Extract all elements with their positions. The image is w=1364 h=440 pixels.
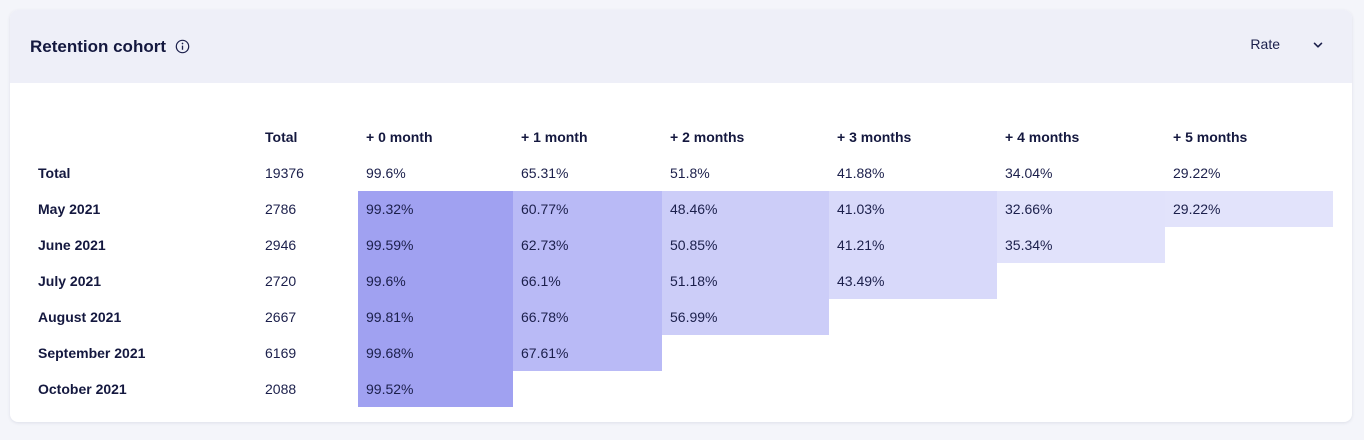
empty-cell [1165, 263, 1333, 299]
retention-cohort-card: Retention cohort Rate Total [10, 10, 1352, 422]
total-row: Total 19376 99.6% 65.31% 51.8% 41.88% 34… [30, 155, 1333, 191]
empty-cell [997, 263, 1165, 299]
empty-cell [662, 371, 829, 407]
column-header-total: Total [265, 129, 298, 145]
cohort-row-label: June 2021 [38, 237, 106, 253]
cohort-row-total: 2786 [265, 201, 297, 217]
card-title: Retention cohort [30, 36, 166, 56]
empty-cell [662, 335, 829, 371]
cohort-row-label: May 2021 [38, 201, 101, 217]
retention-cell: 43.49% [829, 263, 997, 299]
retention-cell: 67.61% [513, 335, 662, 371]
table-row: May 2021 2786 99.32% 60.77% 48.46% 41.03% 32.6… [30, 191, 1333, 227]
info-icon[interactable] [174, 39, 190, 55]
retention-cell: 41.21% [829, 227, 997, 263]
total-row-label: Total [38, 165, 71, 181]
table-row: June 2021 2946 99.59% 62.73% 50.85% 41.21% 35.… [30, 227, 1333, 263]
column-header-label [30, 119, 257, 155]
retention-cell: 99.6% [358, 263, 513, 299]
retention-cell: 35.34% [997, 227, 1165, 263]
card-header: Retention cohort Rate [10, 10, 1352, 83]
retention-cell: 66.1% [513, 263, 662, 299]
empty-cell [997, 335, 1165, 371]
table-row: September 2021 6169 99.68% 67.61% [30, 335, 1333, 371]
total-row-month-4: 34.04% [1005, 165, 1053, 181]
empty-cell [997, 371, 1165, 407]
total-row-month-3: 41.88% [837, 165, 885, 181]
column-header-month-4: + 4 months [1005, 129, 1080, 145]
chevron-down-icon [1312, 38, 1324, 50]
column-header-month-2: + 2 months [670, 129, 745, 145]
empty-cell [829, 371, 997, 407]
empty-cell [513, 371, 662, 407]
cohort-row-total: 2088 [265, 381, 297, 397]
cohort-row-total: 2720 [265, 273, 297, 289]
table-header-row: Total + 0 month + 1 month + 2 months + 3… [30, 119, 1333, 155]
empty-cell [829, 335, 997, 371]
table-row: July 2021 2720 99.6% 66.1% 51.18% 43.49% [30, 263, 1333, 299]
retention-cell: 99.32% [358, 191, 513, 227]
rate-dropdown-value: Rate [1250, 36, 1280, 52]
retention-cell: 99.59% [358, 227, 513, 263]
retention-cell: 56.99% [662, 299, 829, 335]
column-header-month-5: + 5 months [1173, 129, 1248, 145]
cohort-table: Total + 0 month + 1 month + 2 months + 3… [30, 119, 1333, 407]
empty-cell [1165, 299, 1333, 335]
cohort-row-label: July 2021 [38, 273, 102, 289]
cohort-row-total: 6169 [265, 345, 297, 361]
retention-cell: 51.18% [662, 263, 829, 299]
retention-cell: 60.77% [513, 191, 662, 227]
empty-cell [997, 299, 1165, 335]
total-row-month-0: 99.6% [366, 165, 406, 181]
retention-cell: 32.66% [997, 191, 1165, 227]
empty-cell [1165, 227, 1333, 263]
empty-cell [1165, 371, 1333, 407]
retention-cell: 29.22% [1165, 191, 1333, 227]
column-header-month-3: + 3 months [837, 129, 912, 145]
column-header-month-1: + 1 month [521, 129, 588, 145]
retention-cell: 99.81% [358, 299, 513, 335]
retention-cell: 48.46% [662, 191, 829, 227]
empty-cell [829, 299, 997, 335]
cohort-row-label: September 2021 [38, 345, 146, 361]
empty-cell [1165, 335, 1333, 371]
retention-cell: 99.68% [358, 335, 513, 371]
total-row-month-1: 65.31% [521, 165, 569, 181]
retention-cell: 66.78% [513, 299, 662, 335]
cohort-row-label: August 2021 [38, 309, 122, 325]
rate-dropdown[interactable]: Rate [1250, 36, 1324, 52]
cohort-row-total: 2667 [265, 309, 297, 325]
retention-cell: 41.03% [829, 191, 997, 227]
total-row-month-5: 29.22% [1173, 165, 1221, 181]
retention-cell: 99.52% [358, 371, 513, 407]
total-row-total: 19376 [265, 165, 304, 181]
table-row: August 2021 2667 99.81% 66.78% 56.99% [30, 299, 1333, 335]
column-header-month-0: + 0 month [366, 129, 433, 145]
retention-cell: 62.73% [513, 227, 662, 263]
retention-cell: 50.85% [662, 227, 829, 263]
table-row: October 2021 2088 99.52% [30, 371, 1333, 407]
cohort-row-label: October 2021 [38, 381, 127, 397]
cohort-row-total: 2946 [265, 237, 297, 253]
total-row-month-2: 51.8% [670, 165, 710, 181]
